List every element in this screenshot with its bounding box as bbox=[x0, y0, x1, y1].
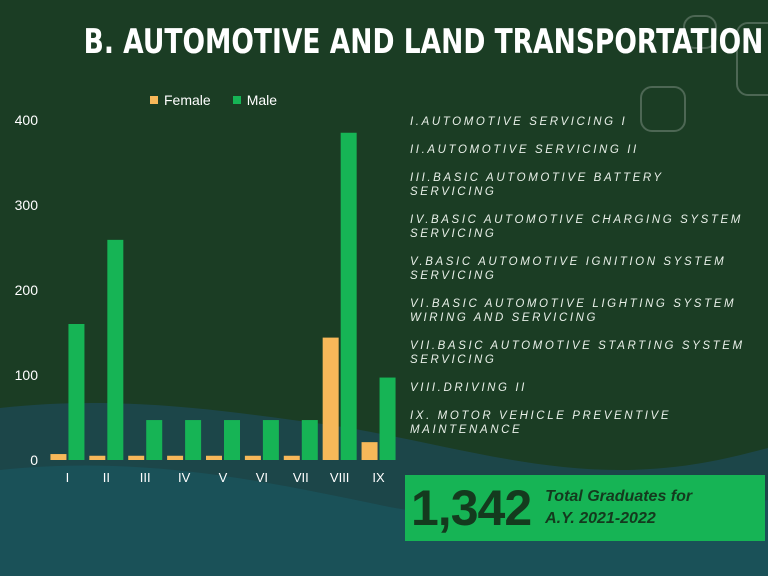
x-tick-label: VII bbox=[293, 470, 309, 485]
y-tick-label: 100 bbox=[15, 367, 39, 383]
legend-item-female: Female bbox=[150, 92, 211, 108]
course-item: I.AUTOMOTIVE SERVICING I bbox=[410, 116, 628, 128]
decorative-square-2 bbox=[736, 22, 768, 96]
x-tick-label: IX bbox=[372, 470, 385, 485]
bar-male bbox=[340, 132, 357, 460]
y-tick-label: 200 bbox=[15, 282, 39, 298]
total-graduates-box: 1,342 Total Graduates for A.Y. 2021-2022 bbox=[405, 475, 765, 541]
y-tick-label: 300 bbox=[15, 197, 39, 213]
y-tick-label: 0 bbox=[30, 452, 38, 468]
bar-female bbox=[128, 455, 145, 460]
x-tick-label: V bbox=[219, 470, 228, 485]
bar-male bbox=[107, 239, 124, 460]
course-item: IV.BASIC AUTOMOTIVE CHARGING SYSTEM SERV… bbox=[410, 214, 743, 240]
course-item: VI.BASIC AUTOMOTIVE LIGHTING SYSTEM WIRI… bbox=[410, 298, 737, 324]
bar-female bbox=[50, 454, 67, 460]
legend-label-female: Female bbox=[164, 92, 211, 108]
bar-male bbox=[68, 324, 85, 460]
bar-female bbox=[244, 455, 261, 460]
legend-swatch-female bbox=[150, 96, 158, 104]
decorative-square-1 bbox=[683, 15, 717, 49]
bar-male bbox=[224, 420, 240, 460]
x-tick-label: III bbox=[140, 470, 151, 485]
bar-female bbox=[283, 455, 300, 460]
x-tick-label: I bbox=[66, 470, 70, 485]
course-item: VII.BASIC AUTOMOTIVE STARTING SYSTEM SER… bbox=[410, 340, 745, 366]
legend-label-male: Male bbox=[246, 92, 278, 108]
x-tick-label: IV bbox=[178, 470, 191, 485]
page-title: B. AUTOMOTIVE AND LAND TRANSPORTATION bbox=[83, 22, 764, 62]
chart-legend: Female Male bbox=[150, 92, 277, 108]
course-item: III.BASIC AUTOMOTIVE BATTERY SERVICING bbox=[410, 172, 664, 198]
x-tick-label: VI bbox=[256, 470, 268, 485]
x-tick-label: VIII bbox=[330, 470, 350, 485]
bar-female bbox=[322, 337, 339, 460]
x-tick-label: II bbox=[103, 470, 110, 485]
bar-female bbox=[361, 442, 378, 460]
bar-female bbox=[206, 455, 222, 460]
bar-male bbox=[185, 420, 202, 460]
legend-swatch-male bbox=[232, 96, 241, 104]
bar-female bbox=[167, 455, 184, 460]
decorative-square-3 bbox=[640, 86, 686, 132]
course-item: VIII.DRIVING II bbox=[410, 382, 527, 394]
bar-female bbox=[89, 455, 106, 460]
total-graduates-label: Total Graduates for A.Y. 2021-2022 bbox=[545, 488, 693, 527]
course-item: IX. MOTOR VEHICLE PREVENTIVE MAINTENANCE bbox=[410, 410, 672, 436]
course-item: II.AUTOMOTIVE SERVICING II bbox=[410, 144, 639, 156]
course-list: I.AUTOMOTIVE SERVICING I II.AUTOMOTIVE SE… bbox=[410, 115, 755, 451]
bar-male bbox=[262, 420, 279, 460]
bar-male bbox=[301, 420, 318, 460]
bar-male bbox=[146, 420, 163, 460]
total-graduates-number: 1,342 bbox=[411, 480, 532, 536]
legend-item-male: Male bbox=[232, 92, 278, 108]
y-tick-label: 400 bbox=[15, 112, 39, 128]
course-item: V.BASIC AUTOMOTIVE IGNITION SYSTEM SERVI… bbox=[410, 256, 727, 282]
bar-male bbox=[379, 377, 396, 460]
